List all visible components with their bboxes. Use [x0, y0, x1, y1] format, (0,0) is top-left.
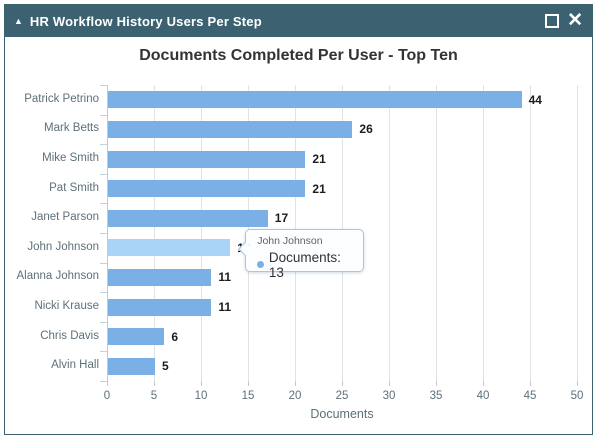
category-label: Janet Parson [31, 211, 99, 224]
x-axis-tick [295, 381, 296, 386]
x-axis-title: Documents [310, 407, 374, 421]
x-tick-label: 0 [103, 390, 111, 402]
value-label: 21 [312, 152, 326, 166]
gridline [483, 85, 484, 381]
bar[interactable] [108, 239, 231, 257]
x-tick-label: 30 [382, 390, 396, 402]
value-label: 17 [274, 211, 289, 226]
tooltip-value: Documents: 13 [268, 249, 341, 280]
value-label: 6 [171, 329, 179, 344]
gridline [577, 85, 578, 381]
x-axis-tick [201, 381, 202, 386]
gridline [389, 85, 390, 381]
x-axis-tick [107, 381, 108, 386]
x-axis-tick [248, 381, 249, 386]
y-axis-tick [100, 203, 107, 205]
gridline [201, 85, 202, 381]
value-label: 11 [218, 300, 232, 314]
y-axis-tick [100, 144, 107, 146]
chart-tooltip: John Johnson Documents: 13 [238, 228, 365, 280]
category-label: Mike Smith [42, 152, 99, 164]
gridline [154, 85, 155, 381]
window-titlebar: ▲ HR Workflow History Users Per Step ✕ [5, 5, 592, 37]
category-label: Pat Smith [49, 181, 99, 194]
y-axis-tick [100, 321, 107, 323]
bar[interactable] [108, 328, 165, 346]
y-axis-line [107, 85, 108, 382]
x-tick-label: 40 [476, 390, 490, 402]
bar[interactable] [108, 180, 306, 198]
x-tick-label: 5 [150, 390, 158, 402]
bar[interactable] [108, 209, 268, 227]
bar[interactable] [108, 150, 306, 168]
x-axis-tick [436, 381, 437, 386]
bar[interactable] [108, 298, 212, 316]
category-label: Patrick Petrino [24, 92, 99, 105]
x-tick-label: 10 [194, 390, 208, 402]
gridline [436, 85, 437, 381]
y-axis-tick [100, 292, 107, 294]
window-title: HR Workflow History Users Per Step [29, 13, 262, 29]
x-tick-label: 35 [429, 390, 443, 402]
bar[interactable] [108, 120, 353, 138]
collapse-icon[interactable]: ▲ [14, 16, 23, 26]
bar[interactable] [108, 91, 522, 109]
x-axis-tick [577, 381, 578, 386]
y-axis-tick [100, 351, 107, 353]
x-tick-label: 15 [241, 390, 255, 402]
category-label: Nicki Krause [34, 300, 99, 312]
value-label: 44 [528, 92, 542, 107]
x-axis-tick [389, 381, 390, 386]
tooltip-category: John Johnson [257, 234, 323, 247]
y-axis-tick [100, 233, 107, 234]
value-label: 11 [218, 270, 232, 285]
x-axis-tick [154, 381, 155, 386]
x-axis-tick [342, 381, 343, 386]
x-tick-label: 25 [335, 390, 349, 402]
maximize-icon[interactable] [545, 14, 560, 28]
y-axis-tick [100, 114, 107, 116]
y-axis-tick [100, 173, 107, 175]
bar[interactable] [108, 357, 155, 375]
category-label: Alvin Hall [51, 359, 99, 372]
series-bullet-icon [257, 261, 264, 269]
y-axis-tick [100, 262, 107, 264]
x-axis-tick [530, 381, 531, 386]
x-tick-label: 20 [288, 390, 302, 402]
category-label: John Johnson [27, 240, 99, 253]
value-label: 21 [312, 181, 326, 196]
value-label: 5 [162, 359, 169, 374]
category-label: Chris Davis [40, 329, 99, 342]
widget-window: ▲ HR Workflow History Users Per Step ✕ D… [4, 4, 593, 435]
x-tick-label: 45 [523, 390, 537, 402]
value-label: 26 [359, 122, 373, 137]
x-axis-tick [483, 381, 484, 386]
bar[interactable] [108, 268, 212, 286]
chart-title: Documents Completed Per User - Top Ten [139, 47, 458, 64]
chart-area: Documents Completed Per User - Top Ten J… [5, 37, 592, 434]
y-axis-tick [100, 85, 107, 86]
category-label: Mark Betts [44, 122, 99, 135]
close-icon[interactable]: ✕ [567, 10, 583, 31]
category-label: Alanna Johnson [16, 270, 99, 283]
x-tick-label: 50 [570, 390, 584, 402]
gridline [530, 85, 531, 381]
y-axis-tick [100, 381, 107, 382]
